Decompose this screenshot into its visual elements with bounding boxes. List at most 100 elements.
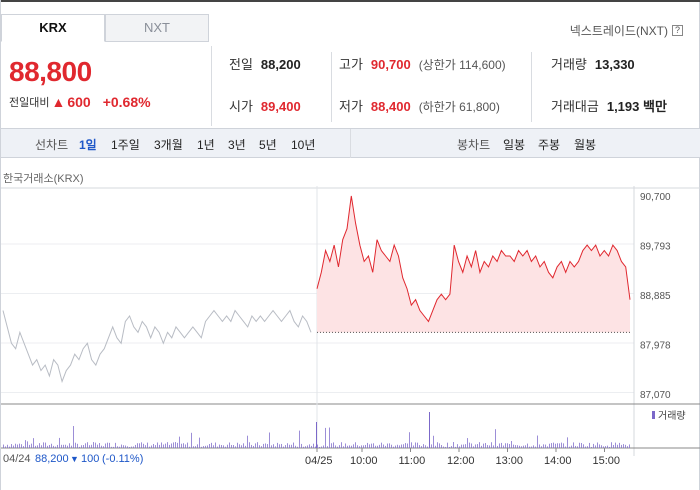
volume-bar <box>307 445 308 448</box>
volume-bar <box>555 443 556 448</box>
volume-bar <box>625 444 626 448</box>
volume-bar <box>141 442 142 448</box>
stat-value: 90,700 <box>370 57 411 72</box>
volume-bar <box>563 443 564 448</box>
candle-weekly[interactable]: 주봉 <box>538 138 561 152</box>
stat-volume: 거래량 13,330 <box>551 54 635 73</box>
candle-daily[interactable]: 일봉 <box>503 138 526 152</box>
lower-limit: (하한가 61,800) <box>418 100 500 114</box>
volume-bar <box>505 443 506 448</box>
volume-bar <box>523 445 524 448</box>
volume-bar <box>435 445 436 448</box>
volume-bar <box>261 446 262 448</box>
period-3m[interactable]: 3개월 <box>154 138 183 152</box>
volume-bar <box>527 443 528 448</box>
nextrade-link[interactable]: 넥스트레이드(NXT) ? <box>570 22 683 39</box>
volume-bar <box>325 427 326 448</box>
volume-bar <box>153 443 154 448</box>
volume-bar <box>163 444 164 448</box>
volume-bar <box>591 446 592 448</box>
volume-bar <box>161 442 162 448</box>
volume-bar <box>551 443 552 448</box>
volume-bar <box>123 445 124 448</box>
price-chart[interactable]: 90,700 89,793 88,885 87,978 87,070 04/25 10:0… <box>1 186 700 486</box>
volume-bar <box>103 446 104 448</box>
volume-bar <box>461 444 462 448</box>
period-1y[interactable]: 1년 <box>197 138 215 152</box>
volume-bar <box>265 443 266 448</box>
volume-bar <box>457 444 458 448</box>
volume-bar <box>19 443 20 448</box>
change-percent: +0.68% <box>102 94 151 110</box>
exchange-label: 한국거래소(KRX) <box>3 173 84 185</box>
volume-bar <box>541 446 542 448</box>
volume-bar <box>27 441 28 448</box>
volume-bar <box>257 442 258 448</box>
stat-amount: 거래대금 1,193 백만 <box>551 96 667 115</box>
tab-krx[interactable]: KRX <box>1 14 105 42</box>
volume-bar <box>311 445 312 448</box>
stat-label: 저가 <box>339 99 363 114</box>
volume-bar <box>503 445 504 448</box>
volume-bar <box>87 442 88 448</box>
x-tick-label: 12:00 <box>447 455 475 467</box>
volume-bar <box>113 446 114 448</box>
volume-bar <box>381 442 382 448</box>
period-1w[interactable]: 1주일 <box>111 138 140 152</box>
candle-monthly[interactable]: 월봉 <box>574 138 597 152</box>
volume-bar <box>409 432 410 448</box>
period-3y[interactable]: 3년 <box>228 138 246 152</box>
volume-bar <box>185 444 186 448</box>
volume-bar <box>477 444 478 448</box>
tab-nxt[interactable]: NXT <box>105 14 209 42</box>
volume-bar <box>193 446 194 448</box>
divider <box>350 129 351 158</box>
volume-bar <box>273 444 274 448</box>
prev-close: 88,200 <box>35 453 69 465</box>
volume-bar <box>21 444 22 448</box>
volume-bar <box>109 442 110 448</box>
volume-bar <box>13 445 14 448</box>
period-10y[interactable]: 10년 <box>291 138 316 152</box>
volume-bar <box>151 445 152 448</box>
volume-bar <box>127 446 128 448</box>
volume-bar <box>97 444 98 448</box>
volume-bar <box>289 444 290 448</box>
stat-value: 88,200 <box>260 57 301 72</box>
volume-bar <box>107 442 108 448</box>
volume-bar <box>179 436 180 448</box>
volume-bar <box>207 445 208 448</box>
volume-bar <box>313 443 314 448</box>
volume-bar <box>343 446 344 448</box>
volume-bar <box>501 442 502 448</box>
volume-bar <box>167 442 168 448</box>
period-5y[interactable]: 5년 <box>259 138 277 152</box>
volume-bar <box>593 443 594 448</box>
x-tick-label: 13:00 <box>496 455 524 467</box>
volume-bar <box>535 446 536 448</box>
period-1d[interactable]: 1일 <box>79 138 97 152</box>
volume-bar <box>345 443 346 448</box>
volume-bar <box>121 444 122 448</box>
volume-bar <box>95 442 96 448</box>
volume-bar <box>519 445 520 448</box>
volume-bar <box>129 446 130 448</box>
volume-bar <box>547 446 548 448</box>
volume-bar <box>415 442 416 448</box>
volume-bar <box>317 444 318 448</box>
volume-bar <box>225 446 226 448</box>
volume-bar <box>539 444 540 448</box>
volume-bar <box>405 443 406 448</box>
market-tabs: KRX NXT <box>1 14 209 42</box>
y-tick-label: 88,885 <box>640 291 671 302</box>
stat-open: 시가 89,400 <box>229 96 301 115</box>
volume-bar <box>263 443 264 448</box>
volume-bar <box>303 446 304 448</box>
volume-bar <box>111 446 112 448</box>
help-icon[interactable]: ? <box>672 25 683 36</box>
volume-bar <box>391 444 392 448</box>
volume-bar <box>295 445 296 448</box>
volume-bar <box>525 445 526 448</box>
volume-bar <box>363 445 364 448</box>
